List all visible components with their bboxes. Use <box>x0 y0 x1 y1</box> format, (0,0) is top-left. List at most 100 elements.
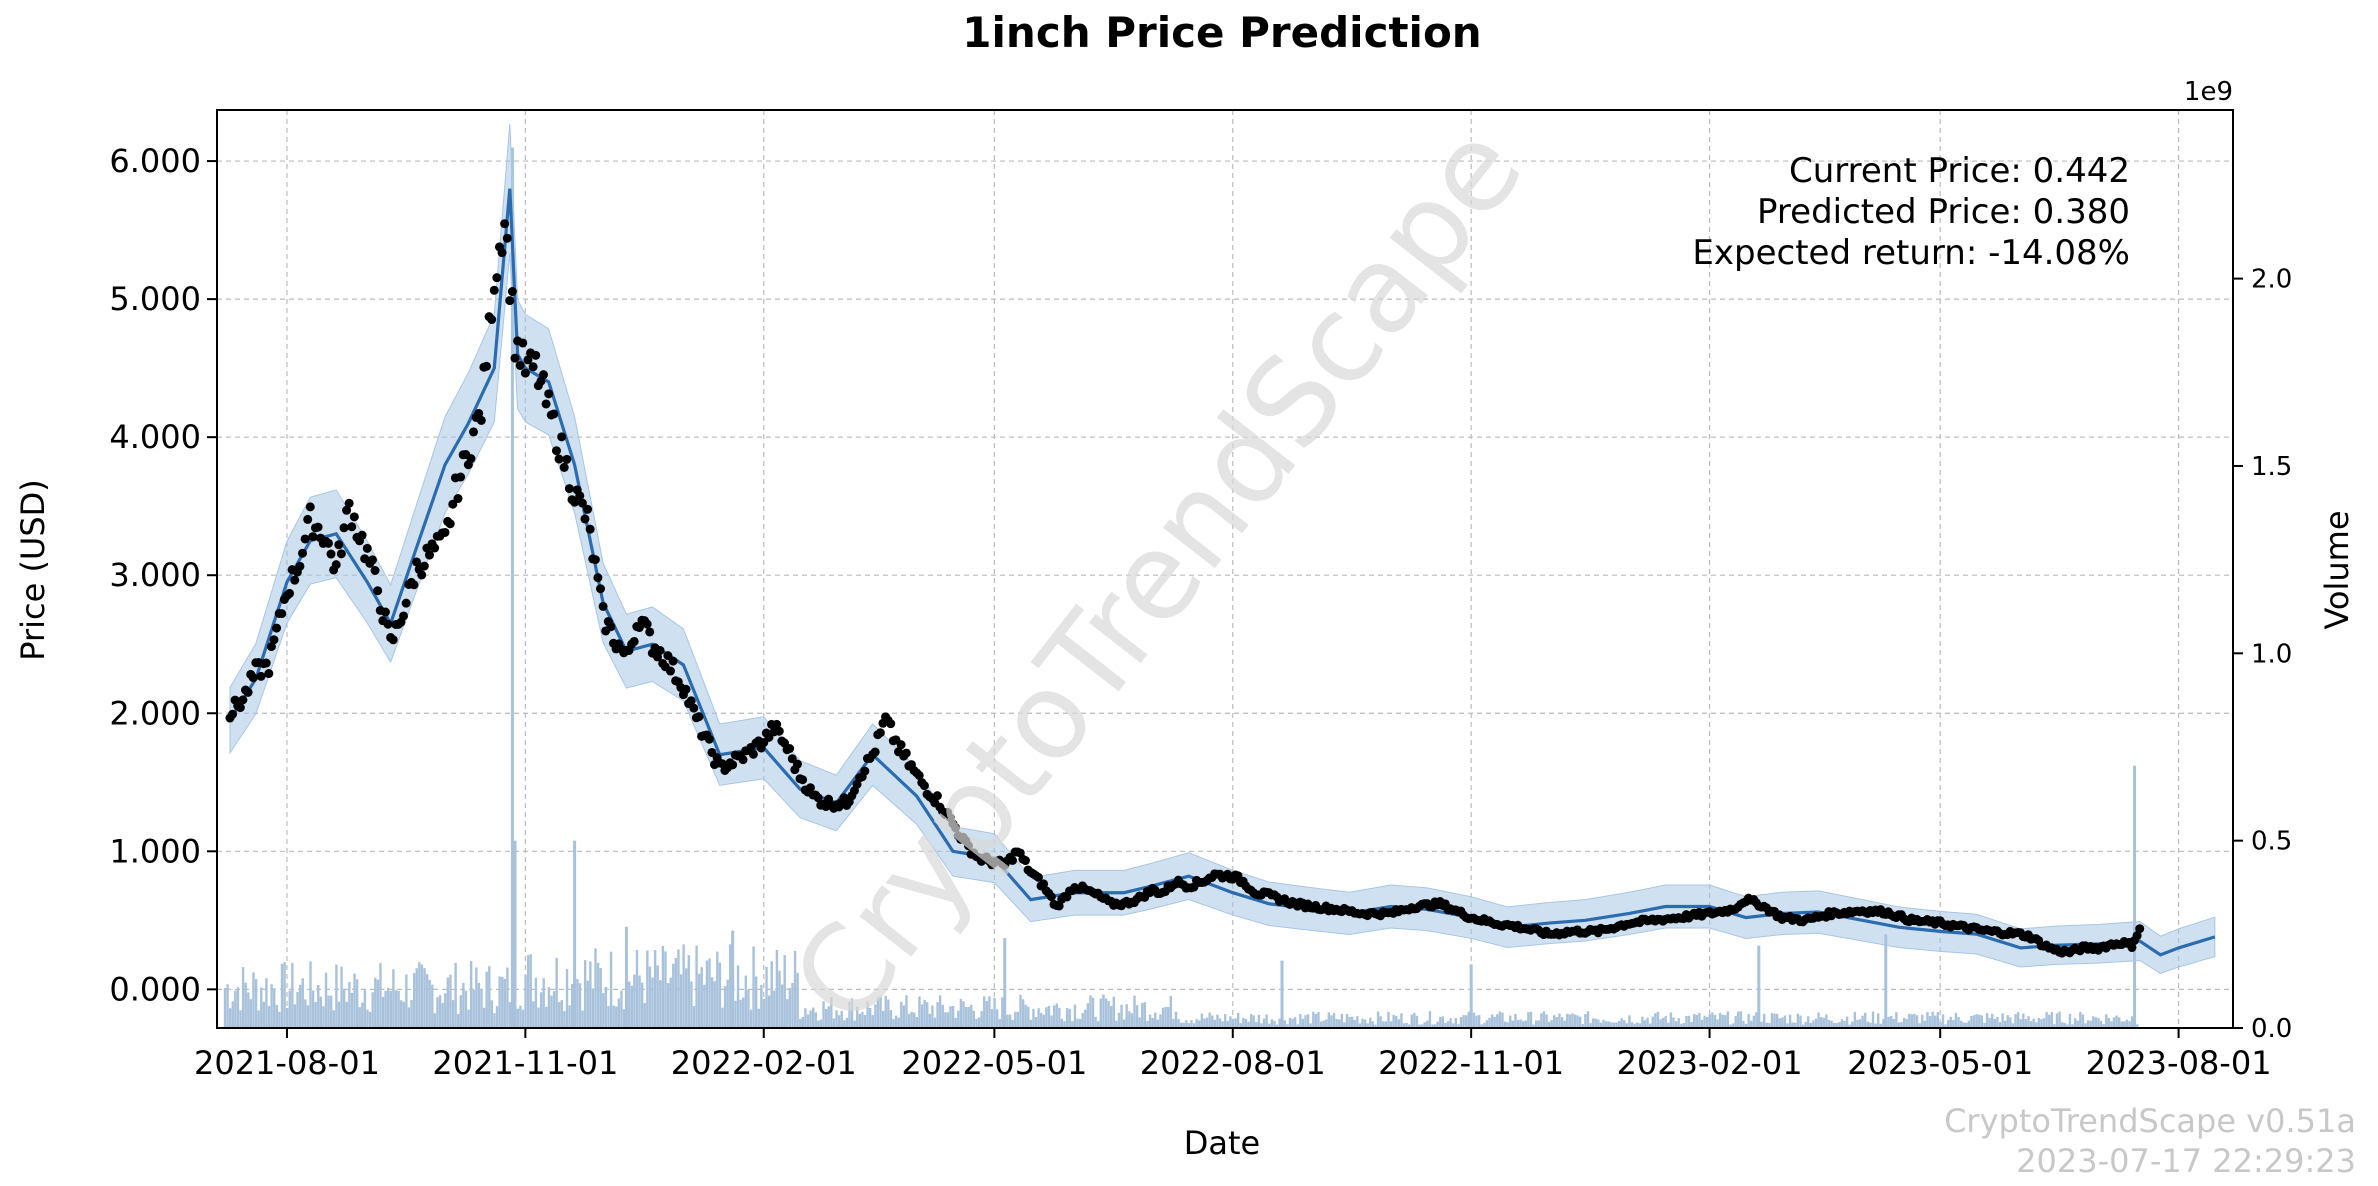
volume-bar <box>2006 1015 2009 1028</box>
volume-bar <box>674 958 678 1028</box>
volume-bar <box>2115 1015 2118 1028</box>
volume-bar <box>1345 1013 1349 1028</box>
volume-bar <box>1024 1004 1027 1028</box>
volume-bar <box>931 1005 934 1028</box>
volume-bar <box>669 977 672 1028</box>
volume-bar <box>516 1008 519 1028</box>
volume-bar <box>1439 1016 1442 1028</box>
actual-price-point <box>629 636 639 646</box>
volume-bar <box>254 979 258 1028</box>
actual-price-point <box>295 561 305 571</box>
volume-bar <box>1674 1021 1678 1028</box>
actual-price-point <box>300 534 310 544</box>
volume-bar <box>726 979 729 1028</box>
volume-bar <box>278 1011 281 1028</box>
volume-bar <box>804 1008 807 1028</box>
actual-price-point <box>668 656 678 666</box>
volume-spike <box>2133 765 2137 1028</box>
volume-bar <box>1335 1019 1338 1028</box>
volume-bar <box>1553 1015 1556 1028</box>
volume-bar <box>366 1009 369 1028</box>
y-tick-label: 6.000 <box>109 142 201 180</box>
volume-bar <box>1747 1014 1750 1028</box>
volume-bar <box>946 1012 950 1028</box>
volume-bar <box>1120 1004 1123 1028</box>
volume-bar <box>1874 1023 1877 1028</box>
volume-bar <box>1610 1022 1613 1028</box>
actual-price-point <box>557 432 567 442</box>
volume-bar <box>1452 1023 1455 1028</box>
actual-price-point <box>285 588 295 598</box>
actual-price-point <box>805 783 815 793</box>
volume-bar <box>1708 1014 1711 1028</box>
volume-bar <box>845 1017 849 1028</box>
volume-bar <box>1400 1013 1403 1028</box>
volume-bar <box>718 962 722 1028</box>
actual-price-point <box>228 709 238 719</box>
volume-bar <box>296 991 299 1028</box>
volume-bar <box>1848 1024 1851 1028</box>
volume-bar <box>2053 1024 2056 1028</box>
volume-bar <box>1257 1014 1261 1028</box>
actual-price-point <box>562 454 572 464</box>
volume-bar <box>1817 1012 1820 1028</box>
volume-bar <box>340 966 343 1028</box>
volume-bar <box>1475 1015 1478 1028</box>
actual-price-point <box>655 645 665 655</box>
volume-bar <box>1716 1019 1719 1028</box>
volume-bar <box>581 1010 584 1028</box>
volume-bar <box>1182 1022 1185 1028</box>
volume-bar <box>907 1013 911 1028</box>
volume-bar <box>2081 1014 2085 1028</box>
x-tick-label: 2023-08-01 <box>2086 1044 2272 1082</box>
volume-bar <box>1304 1015 1307 1028</box>
volume-bar <box>1221 1021 1224 1028</box>
y-tick-label: 0.000 <box>109 970 201 1008</box>
volume-bar <box>529 954 532 1028</box>
volume-bar <box>1195 1019 1198 1028</box>
actual-price-point <box>748 749 758 759</box>
volume-bar <box>1573 1014 1577 1028</box>
volume-bar <box>775 949 779 1028</box>
volume-bar <box>1861 1015 1864 1028</box>
actual-price-point <box>344 498 354 508</box>
volume-bar <box>1509 1015 1512 1028</box>
volume-bar <box>1213 1019 1217 1028</box>
volume-bar <box>1239 1023 1242 1028</box>
x-axis-label: Date <box>1184 1124 1260 1162</box>
volume-bar <box>2003 1020 2007 1028</box>
volume-bar <box>2022 1013 2025 1028</box>
volume-bar <box>962 1001 965 1028</box>
volume-bar <box>1775 1013 1779 1028</box>
volume-bar <box>1856 1019 1859 1028</box>
volume-bar <box>1382 1021 1385 1028</box>
volume-bar <box>1804 1021 1807 1028</box>
actual-price-point <box>575 491 585 501</box>
volume-bar <box>1446 1021 1450 1028</box>
volume-bar <box>1449 1018 1452 1028</box>
volume-bar <box>392 969 395 1028</box>
volume-bar <box>2110 1021 2113 1028</box>
volume-bar <box>1921 1014 1924 1028</box>
volume-bar <box>1547 1021 1551 1028</box>
volume-bar <box>1288 1017 1292 1028</box>
actual-price-point <box>860 766 870 776</box>
volume-bar <box>1545 1014 1548 1028</box>
actual-price-point <box>963 841 973 851</box>
plot-area <box>217 110 2233 1029</box>
volume-bar <box>420 964 424 1028</box>
volume-bar <box>257 1010 260 1028</box>
actual-price-point <box>598 601 608 611</box>
volume-bar <box>1737 1011 1740 1028</box>
volume-bar <box>1045 1007 1048 1028</box>
volume-bar <box>920 1004 924 1028</box>
actual-price-point <box>502 233 512 243</box>
volume-bar <box>1332 1012 1336 1028</box>
volume-bar <box>1682 1022 1686 1028</box>
volume-bar <box>1247 1021 1250 1028</box>
volume-bar <box>1889 1015 1893 1028</box>
actual-price-point <box>551 446 561 456</box>
volume-bar <box>1483 1022 1486 1028</box>
volume-bar <box>1143 1002 1147 1028</box>
actual-price-point <box>373 586 383 596</box>
